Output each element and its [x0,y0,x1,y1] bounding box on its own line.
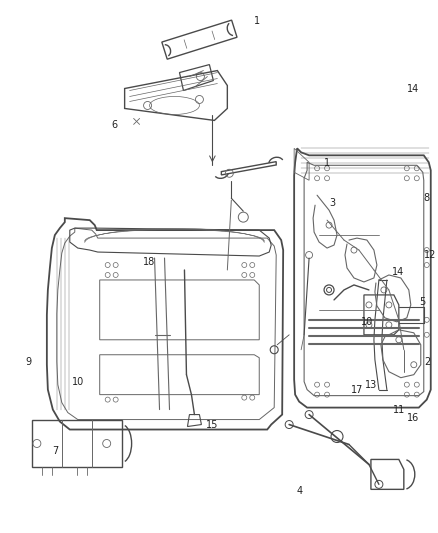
Text: 13: 13 [365,379,377,390]
Text: 3: 3 [329,198,335,208]
Text: 16: 16 [407,413,419,423]
Text: 1: 1 [254,15,260,26]
Text: 2: 2 [424,357,430,367]
Text: 10: 10 [361,317,373,327]
Text: 14: 14 [407,84,419,93]
Text: 15: 15 [206,419,219,430]
Text: 9: 9 [25,357,31,367]
Text: 8: 8 [424,193,430,203]
Text: 5: 5 [419,297,425,307]
Text: 6: 6 [112,120,118,131]
Text: 10: 10 [72,377,84,386]
Text: 18: 18 [143,257,155,267]
Text: 12: 12 [424,250,436,260]
Text: 1: 1 [324,158,330,168]
Text: 7: 7 [52,447,58,456]
Text: 17: 17 [351,385,363,394]
Text: 11: 11 [393,405,405,415]
Text: 14: 14 [392,267,404,277]
Text: 4: 4 [296,486,302,496]
